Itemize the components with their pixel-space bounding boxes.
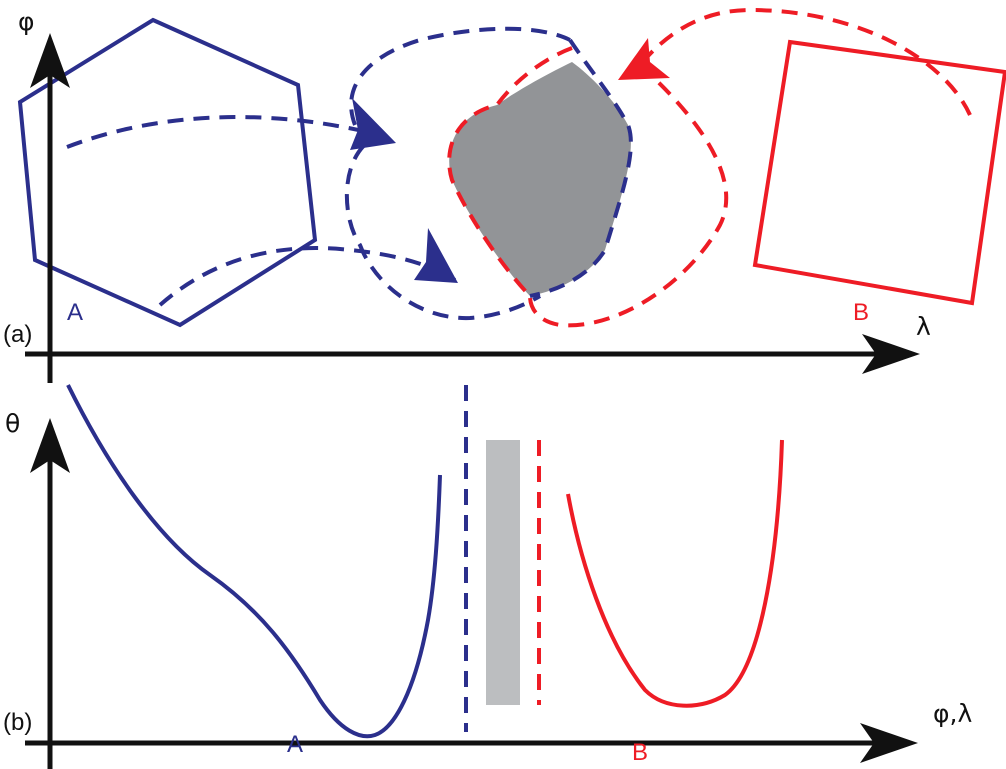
blue-arrowhead-lower — [414, 228, 458, 283]
overlap-red-edge — [447, 46, 573, 298]
region-a-label: A — [67, 299, 83, 326]
square-region-b — [752, 39, 1006, 306]
panel-b-label: (b) — [3, 709, 32, 736]
x-axis-a-label: λ — [916, 312, 931, 341]
curve-b-label: B — [632, 739, 648, 766]
curve-b — [566, 439, 784, 708]
x-axis-b-label: φ,λ — [933, 699, 972, 728]
curve-a — [66, 384, 442, 739]
hexagon-region-a — [17, 17, 318, 328]
blue-flow-path — [66, 115, 542, 321]
y-axis-b-label: θ — [5, 409, 20, 438]
red-arrowhead — [618, 38, 670, 80]
blue-flow-path-lower — [158, 246, 457, 307]
overlap-region — [449, 62, 631, 296]
gap-bar — [486, 440, 520, 705]
curve-a-label: A — [287, 731, 303, 758]
red-flow-path-lower — [528, 63, 729, 328]
axis-b-horizontal-arrowhead — [860, 723, 918, 763]
axis-a-vertical-arrowhead — [30, 33, 70, 88]
blue-arrowhead-upper — [350, 98, 396, 150]
panel-a: (a) φ λ A B — [3, 7, 1006, 383]
axis-a-horizontal-arrowhead — [862, 334, 920, 374]
overlap-blue-edge — [529, 38, 633, 298]
axis-b-vertical-arrowhead — [30, 418, 70, 473]
blue-flow-path-upper — [349, 26, 571, 126]
region-b-label: B — [853, 299, 869, 326]
panel-a-label: (a) — [3, 321, 32, 348]
y-axis-a-label: φ — [18, 7, 35, 36]
panel-b: (b) θ φ,λ A B — [3, 384, 972, 769]
red-flow-path — [638, 7, 972, 116]
